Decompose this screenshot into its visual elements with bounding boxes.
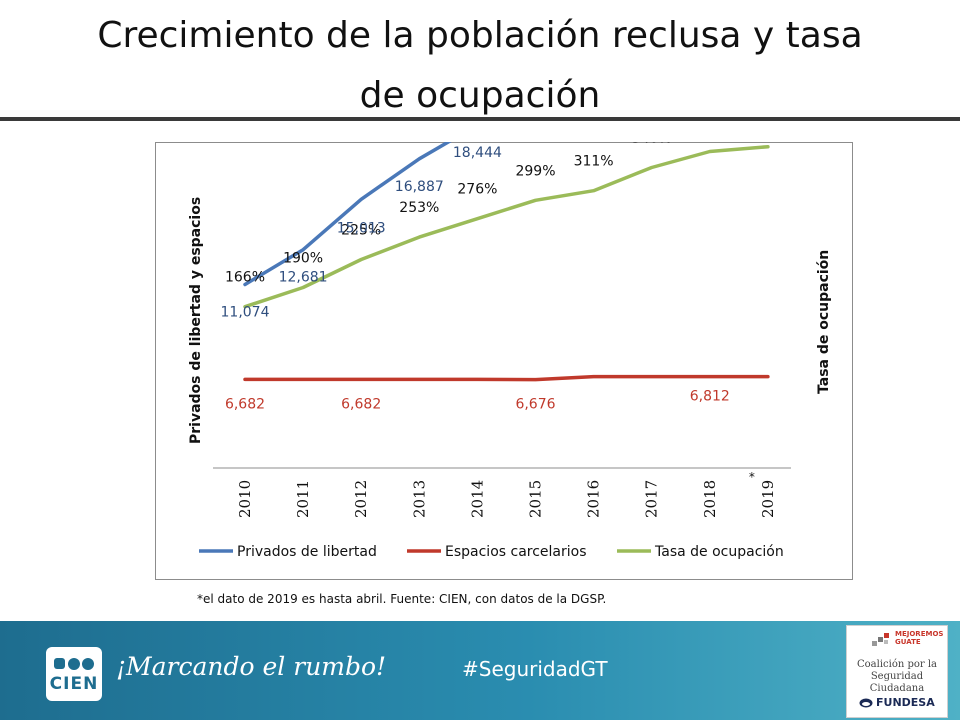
- slide-title: Crecimiento de la población reclusa y ta…: [0, 6, 960, 126]
- footer-bar: [0, 621, 960, 720]
- y-axis-title-right: Tasa de ocupación: [816, 250, 832, 394]
- x-tick-label-2019: 2019: [759, 480, 777, 518]
- x-tick-label-2010: 2010: [236, 480, 254, 518]
- data-label-privados-2010: 11,074: [221, 305, 270, 321]
- x-tick-label-2014: 2014: [468, 480, 486, 518]
- data-label-tasa-2012: 225%: [341, 223, 381, 239]
- x-tick-label-2012: 2012: [352, 480, 370, 518]
- mejoremos-guate-mark-icon: [872, 633, 889, 646]
- legend-label-privados: Privados de libertad: [237, 544, 377, 560]
- data-label-espacios-2015: 6,676: [515, 397, 555, 413]
- series-line-tasa: [243, 144, 770, 309]
- partner-fundesa: FUNDESA: [859, 696, 945, 709]
- line-chart: Privados de libertad y espacios Tasa de o…: [188, 142, 832, 560]
- data-label-espacios-2012: 6,682: [341, 396, 381, 412]
- partner-brand: MEJOREMOS GUATE: [895, 630, 945, 646]
- x-tick-label-2018: 2018: [701, 480, 719, 518]
- partner-brand-line1: MEJOREMOS: [895, 630, 944, 638]
- data-label-tasa-2015: 299%: [515, 163, 555, 179]
- partner-coalition: Coalición por la Seguridad Ciudadana: [847, 659, 947, 695]
- partner-logo: MEJOREMOS GUATE Coalición por la Segurid…: [846, 625, 948, 718]
- data-label-privados-2013: 16,887: [395, 179, 444, 195]
- data-label-espacios-2010: 6,682: [225, 396, 265, 412]
- x-tick-label-2017: 2017: [643, 480, 661, 518]
- y-axis-title-left: Privados de libertad y espacios: [188, 197, 204, 444]
- data-label-tasa-2013: 253%: [399, 200, 439, 216]
- x-tick-asterisk: *: [749, 470, 755, 484]
- x-tick-label-2016: 2016: [585, 480, 603, 518]
- partner-fundesa-label: FUNDESA: [876, 696, 935, 709]
- logo-text: CIEN: [49, 674, 99, 694]
- cien-logo: CIEN: [46, 647, 102, 701]
- slogan: ¡Marcando el rumbo!: [116, 652, 387, 681]
- data-label-tasa-2011: 190%: [283, 251, 323, 267]
- partner-brand-line2: GUATE: [895, 638, 921, 646]
- data-label-tasa-2010: 166%: [225, 270, 265, 286]
- data-label-espacios-2018: 6,812: [690, 389, 730, 405]
- legend-label-espacios: Espacios carcelarios: [445, 544, 587, 560]
- data-label-tasa-2016: 311%: [574, 154, 614, 170]
- title-line-1: Crecimiento de la población reclusa y ta…: [97, 15, 863, 56]
- data-label-privados-2014: 18,444: [453, 145, 502, 161]
- data-label-privados-2011: 12,681: [279, 270, 328, 286]
- series-line-espacios: [243, 374, 770, 382]
- partner-coalition-line2: Seguridad Ciudadana: [869, 671, 925, 694]
- partner-coalition-line1: Coalición por la: [856, 659, 937, 670]
- hashtag: #SeguridadGT: [462, 657, 608, 681]
- chart-frame: [155, 142, 853, 580]
- title-line-2: de ocupación: [359, 75, 601, 116]
- x-tick-label-2013: 2013: [410, 480, 428, 518]
- data-label-privados-2012: 15,013: [337, 220, 386, 236]
- legend-label-tasa: Tasa de ocupación: [654, 544, 784, 560]
- data-label-tasa-2017: 340%: [632, 142, 672, 147]
- title-divider: [0, 117, 960, 121]
- data-label-tasa-2014: 276%: [457, 182, 497, 198]
- fundesa-icon: [859, 698, 873, 708]
- x-tick-label-2015: 2015: [527, 480, 545, 518]
- footnote: *el dato de 2019 es hasta abril. Fuente:…: [197, 592, 607, 606]
- series-line-privados: [243, 142, 452, 287]
- logo-dots-icon: [54, 658, 94, 670]
- x-tick-label-2011: 2011: [294, 480, 312, 518]
